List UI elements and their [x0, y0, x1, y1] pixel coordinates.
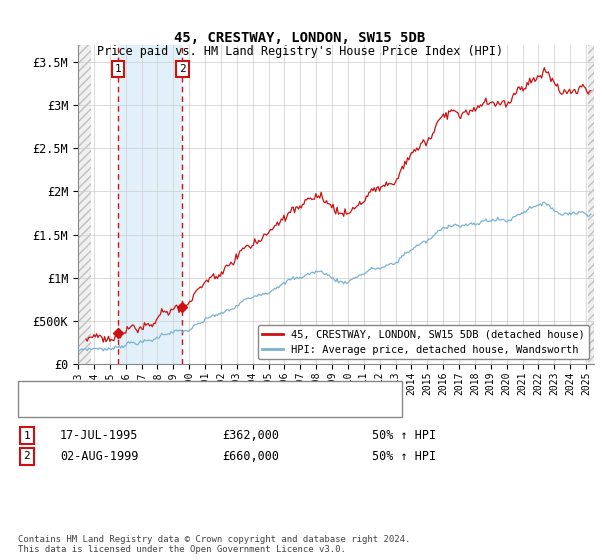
Text: Contains HM Land Registry data © Crown copyright and database right 2024.
This d: Contains HM Land Registry data © Crown c… [18, 535, 410, 554]
Bar [78, 45, 91, 364]
Text: 45, CRESTWAY, LONDON, SW15 5DB: 45, CRESTWAY, LONDON, SW15 5DB [175, 31, 425, 45]
Text: 1: 1 [115, 64, 122, 74]
Text: HPI: Average price, detached house, Wandsworth: HPI: Average price, detached house, Wand… [90, 405, 377, 415]
Text: 45, CRESTWAY, LONDON, SW15 5DB (detached house): 45, CRESTWAY, LONDON, SW15 5DB (detached… [90, 395, 384, 405]
Text: 17-JUL-1995: 17-JUL-1995 [60, 429, 139, 442]
Text: 50% ↑ HPI: 50% ↑ HPI [372, 450, 436, 463]
Text: Price paid vs. HM Land Registry's House Price Index (HPI): Price paid vs. HM Land Registry's House … [97, 45, 503, 58]
Text: ─────: ───── [42, 403, 79, 417]
Text: £660,000: £660,000 [222, 450, 279, 463]
Text: 02-AUG-1999: 02-AUG-1999 [60, 450, 139, 463]
Bar [587, 45, 594, 364]
Text: 50% ↑ HPI: 50% ↑ HPI [372, 429, 436, 442]
Text: ─────: ───── [42, 394, 79, 407]
Bar [118, 45, 182, 364]
Text: £362,000: £362,000 [222, 429, 279, 442]
Text: 2: 2 [179, 64, 186, 74]
Text: 1: 1 [23, 431, 31, 441]
Text: 2: 2 [23, 451, 31, 461]
Legend: 45, CRESTWAY, LONDON, SW15 5DB (detached house), HPI: Average price, detached ho: 45, CRESTWAY, LONDON, SW15 5DB (detached… [257, 325, 589, 359]
